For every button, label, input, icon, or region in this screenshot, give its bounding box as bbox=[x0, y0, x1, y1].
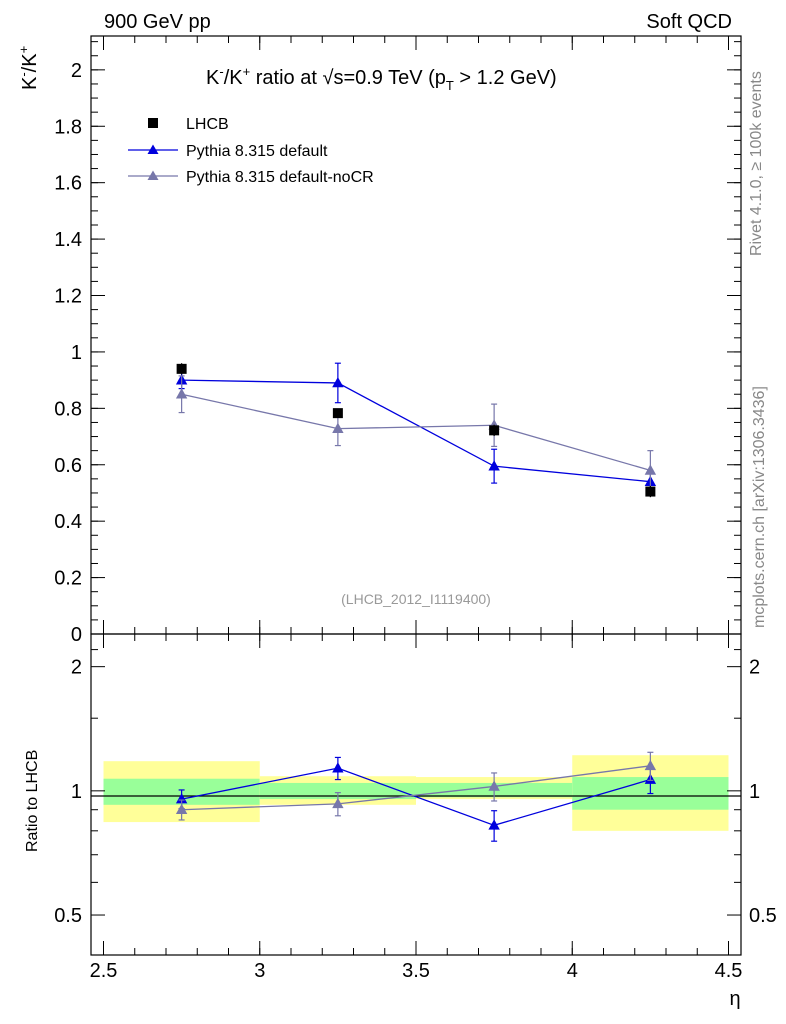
rivet-label: Rivet 4.1.0, ≥ 100k events bbox=[748, 71, 765, 256]
legend: LHCB Pythia 8.315 default Pythia 8.315 d… bbox=[128, 116, 374, 186]
data-point-nocr bbox=[175, 388, 188, 399]
y-tick-label: 0.6 bbox=[54, 455, 82, 477]
y-tick-label: 1 bbox=[71, 342, 82, 364]
x-tick-label: 3.5 bbox=[402, 960, 430, 982]
ratio-line-default bbox=[181, 767, 651, 826]
header-left: 900 GeV pp bbox=[104, 11, 211, 33]
legend-marker-nocr bbox=[147, 170, 159, 180]
x-tick-label: 2.5 bbox=[90, 960, 118, 982]
data-point-default bbox=[488, 460, 500, 471]
data-point-nocr bbox=[332, 422, 344, 433]
legend-label-lhcb: LHCB bbox=[186, 116, 229, 133]
y-tick-label: 0.4 bbox=[54, 511, 82, 533]
ratio-y-axis-label: Ratio to LHCB bbox=[24, 750, 41, 852]
x-tick-label: 4.5 bbox=[715, 960, 743, 982]
legend-label-default: Pythia 8.315 default bbox=[186, 143, 328, 160]
x-axis-label: η bbox=[729, 988, 740, 1010]
ratio-y-tick-label-right: 1 bbox=[749, 781, 760, 803]
data-point-nocr bbox=[644, 464, 657, 475]
ratio-band-green bbox=[259, 782, 416, 800]
y-tick-label: 1.2 bbox=[54, 286, 82, 308]
data-point-lhcb bbox=[645, 486, 656, 497]
legend-marker-default bbox=[147, 144, 159, 154]
ratio-y-tick-label-right: 0.5 bbox=[749, 905, 777, 927]
chart-title: K-/K+ ratio at √s=0.9 TeV (pT > 1.2 GeV) bbox=[206, 64, 557, 93]
ratio-point-nocr bbox=[488, 780, 500, 791]
y-tick-label: 1.8 bbox=[54, 116, 82, 138]
legend-label-nocr: Pythia 8.315 default-noCR bbox=[186, 169, 374, 186]
y-tick-label: 1.4 bbox=[54, 229, 82, 251]
data-point-lhcb bbox=[176, 363, 187, 374]
x-tick-label: 4 bbox=[567, 960, 578, 982]
ratio-point-default bbox=[175, 793, 188, 804]
ratio-point-nocr bbox=[175, 803, 188, 815]
ratio-point-default bbox=[332, 762, 344, 773]
axis-tick-labels: 2.5 3 3.5 4 4.5 0 0.2 0.4 0.6 0.8 1 1.2 1.4 1.6 1.8 2 0.… bbox=[54, 60, 777, 982]
ratio-point-default bbox=[488, 819, 500, 830]
y-tick-label: 0.2 bbox=[54, 568, 82, 590]
data-point-lhcb bbox=[489, 425, 500, 436]
y-tick-label: 2 bbox=[71, 60, 82, 82]
y-tick-label: 0 bbox=[71, 624, 82, 646]
ratio-y-tick-label-right: 2 bbox=[749, 657, 760, 679]
ratio-y-tick-label: 0.5 bbox=[54, 905, 82, 927]
ratio-y-tick-label: 1 bbox=[71, 781, 82, 803]
header-right: Soft QCD bbox=[646, 11, 732, 33]
series-line-nocr bbox=[181, 393, 651, 472]
x-tick-label: 3 bbox=[254, 960, 265, 982]
y-axis-label: K-/K+ bbox=[16, 46, 41, 90]
series-line-default bbox=[181, 379, 651, 483]
y-tick-label: 1.6 bbox=[54, 173, 82, 195]
axis-ticks bbox=[91, 36, 741, 955]
ratio-point-nocr bbox=[644, 759, 657, 771]
ratio-y-tick-label: 2 bbox=[71, 657, 82, 679]
mcplots-label: mcplots.cern.ch [arXiv:1306.3436] bbox=[751, 386, 768, 628]
data-series bbox=[175, 362, 657, 842]
data-point-default bbox=[332, 376, 344, 388]
ratio-point-nocr bbox=[332, 797, 344, 809]
y-tick-label: 0.8 bbox=[54, 398, 82, 420]
data-point-lhcb bbox=[332, 408, 343, 419]
analysis-id: (LHCB_2012_I1119400) bbox=[341, 591, 491, 607]
ratio-line-nocr bbox=[181, 765, 651, 811]
legend-marker-lhcb bbox=[148, 118, 158, 128]
ratio-bands bbox=[103, 755, 729, 831]
